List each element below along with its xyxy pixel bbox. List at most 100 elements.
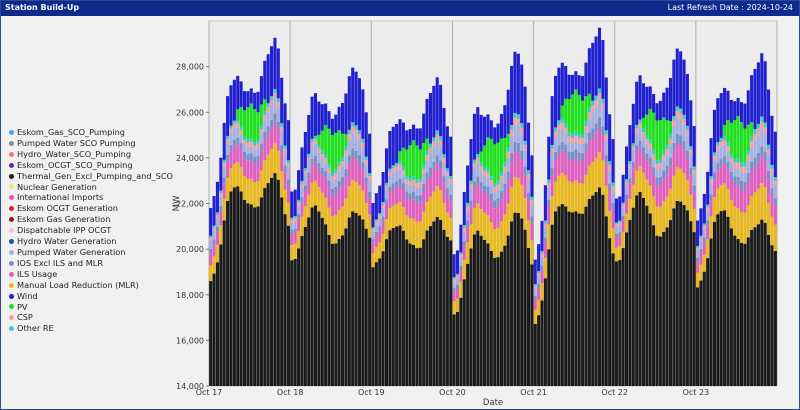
bar-segment xyxy=(577,94,581,135)
legend-item[interactable]: IOS Excl ILS and MLR xyxy=(9,258,173,269)
bar-segment xyxy=(662,151,666,156)
legend-item[interactable]: Manual Load Reduction (MLR) xyxy=(9,280,173,291)
legend-item[interactable]: Hydro Water Generation xyxy=(9,236,173,247)
bar-segment xyxy=(611,253,615,386)
legend-item[interactable]: Eskom_Gas_SCO_Pumping xyxy=(9,127,173,138)
bar-segment xyxy=(439,160,443,169)
bar-segment xyxy=(628,183,632,200)
bar-segment xyxy=(621,174,625,203)
bar-segment xyxy=(773,224,777,251)
bar-segment xyxy=(283,153,287,166)
bar-segment xyxy=(493,192,497,201)
legend-item[interactable]: Eskom Gas Generation xyxy=(9,214,173,225)
bar-segment xyxy=(523,198,527,230)
bar-segment xyxy=(510,152,514,163)
bar-segment xyxy=(320,150,324,155)
legend-item[interactable]: Dispatchable IPP OCGT xyxy=(9,225,173,236)
bar-segment xyxy=(341,157,345,162)
bar-segment xyxy=(739,162,744,167)
chart-legend: Eskom_Gas_SCO_Pumping Pumped Water SCO Pu… xyxy=(9,127,173,334)
bar-segment xyxy=(442,157,446,163)
bar-segment xyxy=(699,280,703,386)
bar-segment xyxy=(351,211,355,386)
legend-item[interactable]: CSP xyxy=(9,312,173,323)
bar-segment xyxy=(449,194,453,201)
bar-segment xyxy=(756,123,760,129)
bar-segment xyxy=(418,149,422,179)
bar-segment xyxy=(286,160,290,164)
bar-segment xyxy=(313,139,318,144)
legend-item[interactable]: PV xyxy=(9,302,173,313)
bar-segment xyxy=(286,185,290,203)
legend-item[interactable]: Pumped Water Generation xyxy=(9,247,173,258)
bar-segment xyxy=(614,247,618,262)
bar-segment xyxy=(415,195,419,203)
y-tick-label: 20,000 xyxy=(176,245,204,254)
bar-segment xyxy=(290,229,294,235)
bar-segment xyxy=(374,246,378,263)
legend-item[interactable]: Other RE xyxy=(9,323,173,334)
bar-segment xyxy=(736,238,740,386)
bar-segment xyxy=(543,242,547,258)
legend-item[interactable]: Pumped Water SCO Pumping xyxy=(9,138,173,149)
bar-segment xyxy=(554,136,558,152)
bar-segment xyxy=(398,151,402,162)
bar-segment xyxy=(239,81,243,108)
bar-segment xyxy=(364,112,368,157)
legend-item[interactable]: ILS Usage xyxy=(9,269,173,280)
bar-segment xyxy=(570,182,574,213)
bar-segment xyxy=(581,76,585,101)
bar-segment xyxy=(614,233,618,238)
bar-segment xyxy=(418,202,422,222)
bar-segment xyxy=(746,160,750,173)
bar-segment xyxy=(655,103,659,121)
bar-segment xyxy=(327,234,331,386)
bar-segment xyxy=(604,155,608,164)
bar-segment xyxy=(310,138,314,143)
bar-segment xyxy=(743,182,747,191)
legend-item[interactable]: Wind xyxy=(9,291,173,302)
bar-segment xyxy=(574,135,578,142)
bar-segment xyxy=(303,174,307,186)
legend-item[interactable]: Eskom_OCGT_SCO_Pumping xyxy=(9,160,173,171)
bar-segment xyxy=(246,142,250,147)
bar-segment xyxy=(364,184,368,204)
bar-segment xyxy=(570,143,574,152)
bar-segment xyxy=(398,202,402,226)
bar-segment xyxy=(739,122,744,163)
bar-segment xyxy=(276,121,280,130)
bar-segment xyxy=(719,93,723,138)
legend-item[interactable]: International Imports xyxy=(9,192,173,203)
bar-segment xyxy=(384,239,389,386)
bar-segment xyxy=(628,163,632,168)
legend-label: Hydro_Water_SCO_Pumping xyxy=(17,148,132,159)
bar-segment xyxy=(513,151,517,178)
bar-segment xyxy=(645,143,649,154)
bar-segment xyxy=(334,173,338,179)
bar-segment xyxy=(401,170,405,175)
bar-segment xyxy=(320,174,324,193)
legend-item[interactable]: Hydro_Water_SCO_Pumping xyxy=(9,149,173,160)
bar-segment xyxy=(472,113,476,160)
bar-segment xyxy=(226,154,230,162)
bar-segment xyxy=(645,179,649,206)
bar-segment xyxy=(479,209,483,236)
bar-segment xyxy=(449,183,453,195)
bar-segment xyxy=(324,171,328,179)
bar-segment xyxy=(675,142,679,168)
legend-item[interactable]: Thermal_Gen_Excl_Pumping_and_SCO xyxy=(9,171,173,182)
legend-item[interactable]: Nuclear Generation xyxy=(9,182,173,193)
bar-segment xyxy=(405,179,409,184)
bar-segment xyxy=(537,288,541,300)
legend-item[interactable]: Eskom OCGT Generation xyxy=(9,203,173,214)
bar-segment xyxy=(540,253,544,257)
bar-segment xyxy=(628,161,632,164)
bar-segment xyxy=(692,191,696,209)
bar-segment xyxy=(513,51,517,113)
bar-segment xyxy=(503,245,507,386)
bar-segment xyxy=(601,135,605,161)
bar-segment xyxy=(384,182,389,186)
bar-segment xyxy=(401,174,405,184)
bar-segment xyxy=(276,98,280,103)
bar-segment xyxy=(537,244,541,272)
